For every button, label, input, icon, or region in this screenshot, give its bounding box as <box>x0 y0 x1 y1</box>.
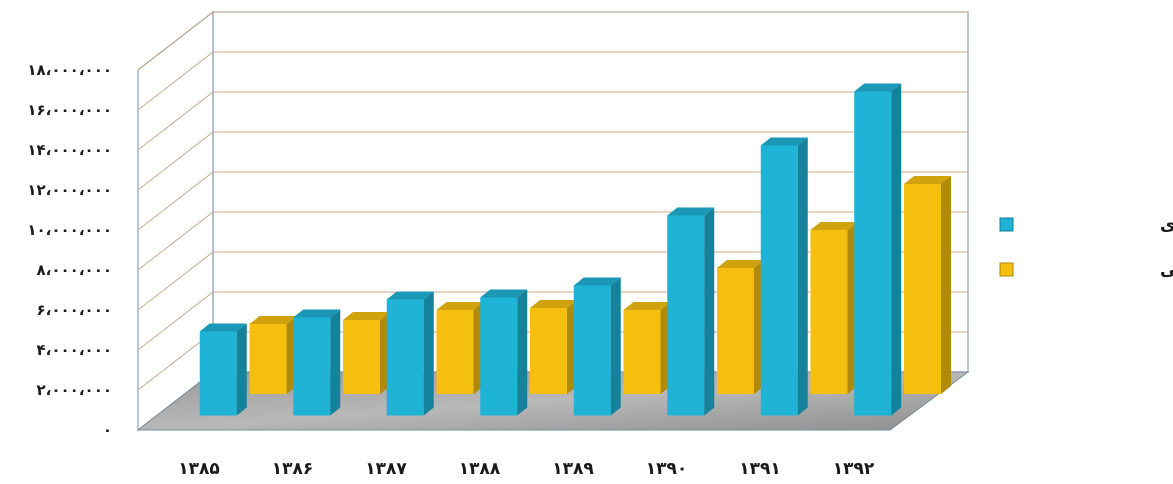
bars <box>199 83 951 416</box>
bar-top <box>249 316 297 325</box>
bar <box>810 222 858 395</box>
bar <box>199 323 247 416</box>
bar-front <box>386 299 424 416</box>
bar-side <box>330 309 341 416</box>
y-tick-label: ۸،۰۰۰،۰۰۰ <box>37 261 112 279</box>
y-axis-ticks: ۰ ۲،۰۰۰،۰۰۰ ۴،۰۰۰،۰۰۰ ۶،۰۰۰،۰۰۰ ۸،۰۰۰،۰۰۰ ۱۰،… <box>27 61 112 439</box>
bar-top <box>904 176 951 185</box>
bar <box>904 176 951 395</box>
bar-front <box>480 297 518 416</box>
bar-front <box>530 308 567 395</box>
bar-top <box>199 323 247 332</box>
gridlines <box>137 11 968 391</box>
legend-item: خسارت پرداختی <box>999 260 1173 280</box>
legend-swatch <box>999 217 1014 232</box>
gridline <box>137 131 968 191</box>
y-tick-label: ۱۸،۰۰۰،۰۰۰ <box>27 61 112 79</box>
bar-top <box>343 312 390 321</box>
bar-top <box>530 300 577 309</box>
x-tick-label: ۱۳۸۵ <box>178 459 220 479</box>
bar <box>623 302 671 395</box>
x-tick-label: ۱۳۸۶ <box>272 459 314 479</box>
bar-front <box>717 268 754 395</box>
bar-front <box>904 184 941 395</box>
bar <box>760 137 808 416</box>
bar <box>717 260 764 395</box>
bar-front <box>436 310 474 395</box>
legend-label: خسارت پرداختی <box>1160 260 1173 280</box>
bar-top <box>717 260 764 269</box>
bar-side <box>517 289 528 416</box>
y-tick-label: ۰ <box>103 421 112 439</box>
x-axis-ticks: ۱۳۸۵ ۱۳۸۶ ۱۳۸۷ ۱۳۸۸ ۱۳۸۹ ۱۳۹۰ ۱۳۹۱ ۱۳۹۲ <box>178 459 875 479</box>
bar-top <box>623 302 671 311</box>
bar <box>480 289 528 416</box>
y-tick-label: ۱۴،۰۰۰،۰۰۰ <box>27 141 112 159</box>
bar-top <box>386 291 434 300</box>
gridline <box>137 291 968 351</box>
x-tick-label: ۱۳۹۲ <box>833 459 875 479</box>
bar <box>343 312 390 395</box>
gridline <box>137 51 968 111</box>
y-tick-label: ۱۲،۰۰۰،۰۰۰ <box>27 181 112 199</box>
bar-top <box>436 302 484 311</box>
gridline <box>137 171 968 231</box>
bar-top <box>573 277 621 286</box>
bar-side <box>236 323 247 416</box>
bar-front <box>667 215 705 416</box>
legend-label: حق بیمه تولیدی <box>1160 215 1173 235</box>
bar <box>667 207 715 416</box>
bar-front <box>810 230 848 395</box>
x-tick-label: ۱۳۸۷ <box>365 459 407 479</box>
bar-front <box>249 324 287 395</box>
bar-top <box>810 222 858 231</box>
y-tick-label: ۶،۰۰۰،۰۰۰ <box>37 301 112 319</box>
bar <box>293 309 341 416</box>
bar-front <box>623 310 661 395</box>
bar-top <box>854 83 902 92</box>
bar-side <box>610 277 621 416</box>
bar <box>249 316 297 395</box>
bar <box>573 277 621 416</box>
bar-top <box>293 309 341 318</box>
bar-front <box>293 317 331 416</box>
legend: حق بیمه تولیدی خسارت پرداختی <box>999 215 1173 280</box>
bar-side <box>941 176 951 395</box>
bar-side <box>797 137 808 416</box>
bar <box>854 83 902 416</box>
bar-front <box>854 91 892 416</box>
gridline <box>137 211 968 271</box>
bar-side <box>891 83 902 416</box>
y-tick-label: ۱۰،۰۰۰،۰۰۰ <box>27 221 112 239</box>
legend-swatch <box>999 262 1014 277</box>
x-tick-label: ۱۳۸۹ <box>552 459 594 479</box>
bar-front <box>760 145 798 416</box>
gridline <box>137 11 968 71</box>
y-tick-label: ۴،۰۰۰،۰۰۰ <box>37 341 112 359</box>
x-tick-label: ۱۳۹۰ <box>646 459 688 479</box>
legend-item: حق بیمه تولیدی <box>999 215 1173 235</box>
y-tick-label: ۱۶،۰۰۰،۰۰۰ <box>27 101 112 119</box>
x-tick-label: ۱۳۹۱ <box>739 459 781 479</box>
bar-side <box>704 207 715 416</box>
y-tick-label: ۲،۰۰۰،۰۰۰ <box>37 381 112 399</box>
gridline <box>137 91 968 151</box>
bar-front <box>343 320 380 395</box>
bar-top <box>760 137 808 146</box>
bar-top <box>667 207 715 216</box>
gridline <box>137 251 968 311</box>
bar <box>530 300 577 395</box>
bar-front <box>573 285 611 416</box>
bar <box>386 291 434 416</box>
bar <box>436 302 484 395</box>
bar-top <box>480 289 528 298</box>
bar-side <box>423 291 434 416</box>
x-tick-label: ۱۳۸۸ <box>459 459 501 479</box>
bar-front <box>199 331 237 416</box>
